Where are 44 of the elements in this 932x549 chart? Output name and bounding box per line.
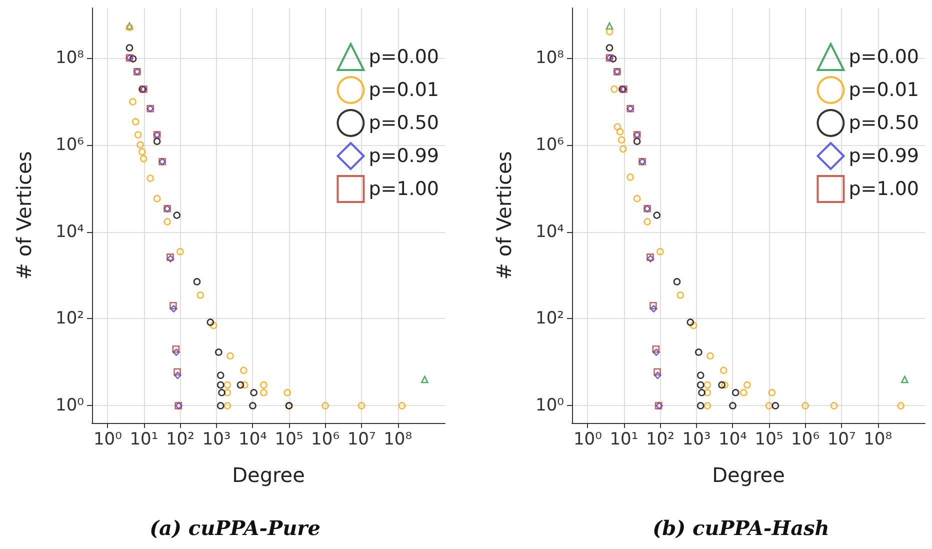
legend-label: p=0.00 — [368, 46, 440, 68]
x-tick-label: 10⁴ — [238, 430, 268, 450]
y-tick-label: 10⁴ — [56, 222, 84, 242]
x-tick-label: 10² — [646, 430, 674, 450]
x-tick-label: 10³ — [202, 430, 231, 450]
y-tick-label: 10⁰ — [536, 396, 564, 416]
x-tick-label: 10⁶ — [791, 430, 820, 450]
legend-label: p=0.50 — [368, 112, 440, 134]
x-tick-label: 10⁰ — [93, 430, 122, 450]
legend-label: p=1.00 — [848, 178, 920, 200]
legend-label: p=0.50 — [848, 112, 920, 134]
y-tick-label: 10⁶ — [536, 134, 564, 155]
y-tick-label: 10² — [56, 308, 84, 329]
x-tick-label: 10⁰ — [573, 430, 602, 450]
legend-label: p=0.00 — [848, 46, 920, 68]
x-axis-title: Degree — [232, 463, 305, 487]
text: (a) cuPPA-Pure — [150, 516, 320, 540]
y-tick-label: 10⁶ — [56, 134, 84, 155]
y-tick-label: 10⁸ — [536, 48, 564, 68]
x-tick-label: 10⁷ — [347, 430, 376, 450]
legend-label: p=0.99 — [848, 145, 920, 167]
x-tick-label: 10⁶ — [311, 430, 340, 450]
y-tick-label: 10² — [536, 308, 564, 329]
legend-label: p=1.00 — [368, 178, 440, 200]
x-tick-label: 10³ — [682, 430, 711, 450]
x-axis-title: Degree — [712, 463, 785, 487]
y-axis-title: # of Vertices — [12, 151, 36, 280]
x-tick-label: 10⁵ — [274, 430, 304, 450]
legend-label: p=0.99 — [368, 145, 440, 167]
legend-label: p=0.01 — [848, 79, 920, 101]
legend-label: p=0.01 — [368, 79, 440, 101]
text: (b) cuPPA-Hash — [652, 516, 830, 540]
x-tick-label: 10¹ — [610, 430, 638, 450]
x-tick-label: 10² — [166, 430, 194, 450]
x-tick-label: 10⁷ — [827, 430, 856, 450]
x-tick-label: 10⁸ — [864, 430, 892, 450]
x-tick-label: 10⁴ — [718, 430, 748, 450]
y-tick-label: 10⁴ — [536, 222, 564, 242]
x-tick-label: 10⁵ — [754, 430, 784, 450]
y-axis-title: # of Vertices — [492, 151, 516, 280]
x-tick-label: 10⁸ — [384, 430, 412, 450]
y-tick-label: 10⁰ — [56, 396, 84, 416]
y-tick-label: 10⁸ — [56, 48, 84, 68]
x-tick-label: 10¹ — [130, 430, 158, 450]
